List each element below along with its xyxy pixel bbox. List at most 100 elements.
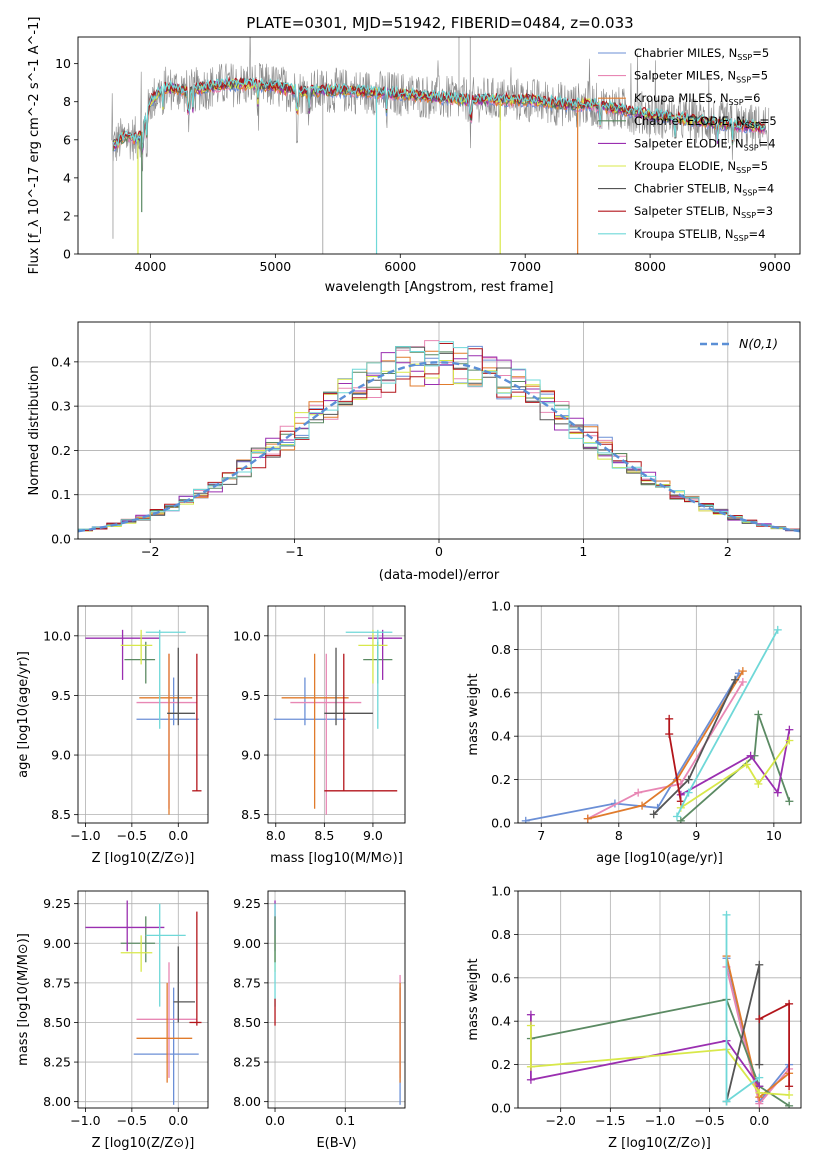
legend-label: Kroupa ELODIE, NSSP=5	[634, 159, 768, 175]
weight-marker	[755, 1015, 764, 1024]
y-tick-label: 0.6	[491, 685, 511, 700]
y-tick-label: 2	[63, 208, 71, 223]
weight-marker	[746, 751, 755, 760]
x-tick-label: 5000	[259, 259, 291, 274]
legend-text: Chabrier ELODIE, N	[634, 114, 745, 128]
legend-subscript: SSP	[741, 211, 756, 220]
weight-marker	[773, 625, 782, 634]
weight-marker	[785, 1082, 794, 1091]
legend-subscript: SSP	[729, 98, 744, 107]
legend-label: Kroupa STELIB, NSSP=4	[634, 227, 765, 243]
weight-marker	[665, 714, 674, 723]
x-tick-label: 4000	[135, 259, 167, 274]
x-axis-label: wavelength [Angstrom, rest frame]	[325, 280, 554, 295]
y-tick-label: 0.2	[491, 772, 511, 787]
y-axis-label: Normed distribution	[27, 366, 42, 496]
legend-nssp: =3	[756, 204, 773, 218]
weight-marker	[785, 725, 794, 734]
histograms	[78, 340, 800, 534]
weight-marker	[521, 816, 530, 823]
weight-marker	[684, 775, 693, 784]
y-tick-label: 8.25	[43, 1055, 71, 1070]
x-tick-label: −1	[285, 544, 303, 559]
y-tick-label: 8.25	[233, 1055, 261, 1070]
y-tick-label: 0.0	[491, 816, 511, 831]
weight-marker	[722, 1097, 731, 1106]
weight-marker	[754, 710, 763, 719]
weight-marker	[755, 960, 764, 969]
y-tick-label: 9.5	[51, 688, 71, 703]
x-tick-label: 10	[766, 828, 782, 843]
legend-nssp: =5	[751, 69, 768, 83]
y-tick-label: 9.25	[43, 896, 71, 911]
legend-nssp: =5	[760, 114, 777, 128]
weight-marker	[755, 1060, 764, 1069]
x-tick-label: 0.1	[335, 1113, 355, 1128]
x-tick-label: 9000	[759, 259, 791, 274]
legend-nssp: =5	[752, 46, 769, 60]
axes-mass-vs-ebv: 0.0 0.1 8.00 8.25 8.50 8.75 9.00 9.25 E(B-V)	[233, 890, 406, 1151]
y-axis-label: age [log10(age/yr)]	[16, 651, 31, 778]
axes-weight-vs-age: 7 8 9 10 0.0 0.2 0.4 0.6 0.8 1.0 age [log10(age/yr…	[466, 599, 802, 866]
legend-text: Salpeter STELIB, N	[634, 204, 741, 218]
weight-marker	[526, 1021, 535, 1030]
figure-title: PLATE=0301, MJD=51942, FIBERID=0484, z=0…	[246, 14, 633, 32]
legend-label: Chabrier ELODIE, NSSP=5	[634, 114, 777, 130]
x-axis-label: Z [log10(Z/Z⊙)]	[92, 1136, 195, 1151]
weight-series	[680, 729, 791, 796]
weight-marker	[526, 1075, 535, 1084]
weight-marker	[526, 1010, 535, 1019]
legend-subscript: SSP	[742, 189, 757, 198]
legend-subscript: SSP	[736, 76, 751, 85]
x-tick-label: −2	[141, 544, 159, 559]
weight-marker	[526, 1062, 535, 1071]
x-tick-label: −2.0	[546, 1113, 576, 1128]
y-axis-label: mass weight	[466, 958, 481, 1040]
legend-text: Chabrier STELIB, N	[634, 182, 742, 196]
y-tick-label: 9.25	[233, 896, 261, 911]
y-tick-label: 0	[63, 247, 71, 262]
legend-subscript: SSP	[734, 234, 749, 243]
x-axis-label: mass [log10(M/M⊙)]	[270, 851, 403, 866]
x-tick-label: −1.0	[70, 1113, 100, 1128]
model-spectrum	[112, 76, 766, 150]
x-axis-label: age [log10(age/yr)]	[596, 851, 723, 866]
weight-marker	[665, 730, 674, 739]
legend-label: Salpeter ELODIE, NSSP=4	[634, 136, 776, 152]
x-tick-label: 0.0	[168, 1113, 188, 1128]
legend-label: Kroupa MILES, NSSP=6	[634, 91, 760, 107]
x-tick-label: 0.0	[749, 1113, 769, 1128]
legend-text: Kroupa ELODIE, N	[634, 159, 736, 173]
y-axis-label: mass weight	[466, 673, 481, 755]
axes-weight-vs-Z: −2.0 −1.5 −1.0 −0.5 0.0 0.0 0.2 0.4 0.6 0.8 1.0 Z […	[466, 884, 802, 1151]
axes-frame	[77, 890, 209, 1109]
axes-frame	[77, 605, 209, 824]
weight-lines	[521, 625, 794, 823]
weight-series	[680, 714, 791, 822]
weight-marker	[785, 999, 794, 1008]
legend-text: Salpeter ELODIE, N	[634, 136, 744, 150]
x-tick-label: 1	[579, 544, 587, 559]
weight-marker	[676, 816, 685, 823]
x-tick-label: 8.0	[266, 828, 286, 843]
y-tick-label: 8.75	[233, 975, 261, 990]
weight-marker	[738, 667, 747, 676]
errorbars	[274, 900, 401, 1105]
errorbars	[85, 900, 202, 1105]
y-tick-label: 9.00	[43, 936, 71, 951]
y-tick-label: 0.8	[491, 642, 511, 657]
legend-label: Chabrier MILES, NSSP=5	[634, 46, 769, 62]
y-tick-label: 0.0	[491, 1101, 511, 1116]
legend-subscript: SSP	[745, 121, 760, 130]
y-tick-label: 9.0	[51, 748, 71, 763]
legend: N(0,1)	[700, 336, 778, 351]
y-tick-label: 0.6	[491, 970, 511, 985]
legend-nssp: =4	[749, 227, 766, 241]
legend-label: Chabrier STELIB, NSSP=4	[634, 182, 774, 198]
legend-nssp: =4	[759, 136, 776, 150]
y-tick-label: 0.4	[51, 354, 71, 369]
weight-marker	[684, 788, 693, 797]
y-tick-label: 0.3	[51, 399, 71, 414]
x-tick-label: 0.0	[265, 1113, 285, 1128]
